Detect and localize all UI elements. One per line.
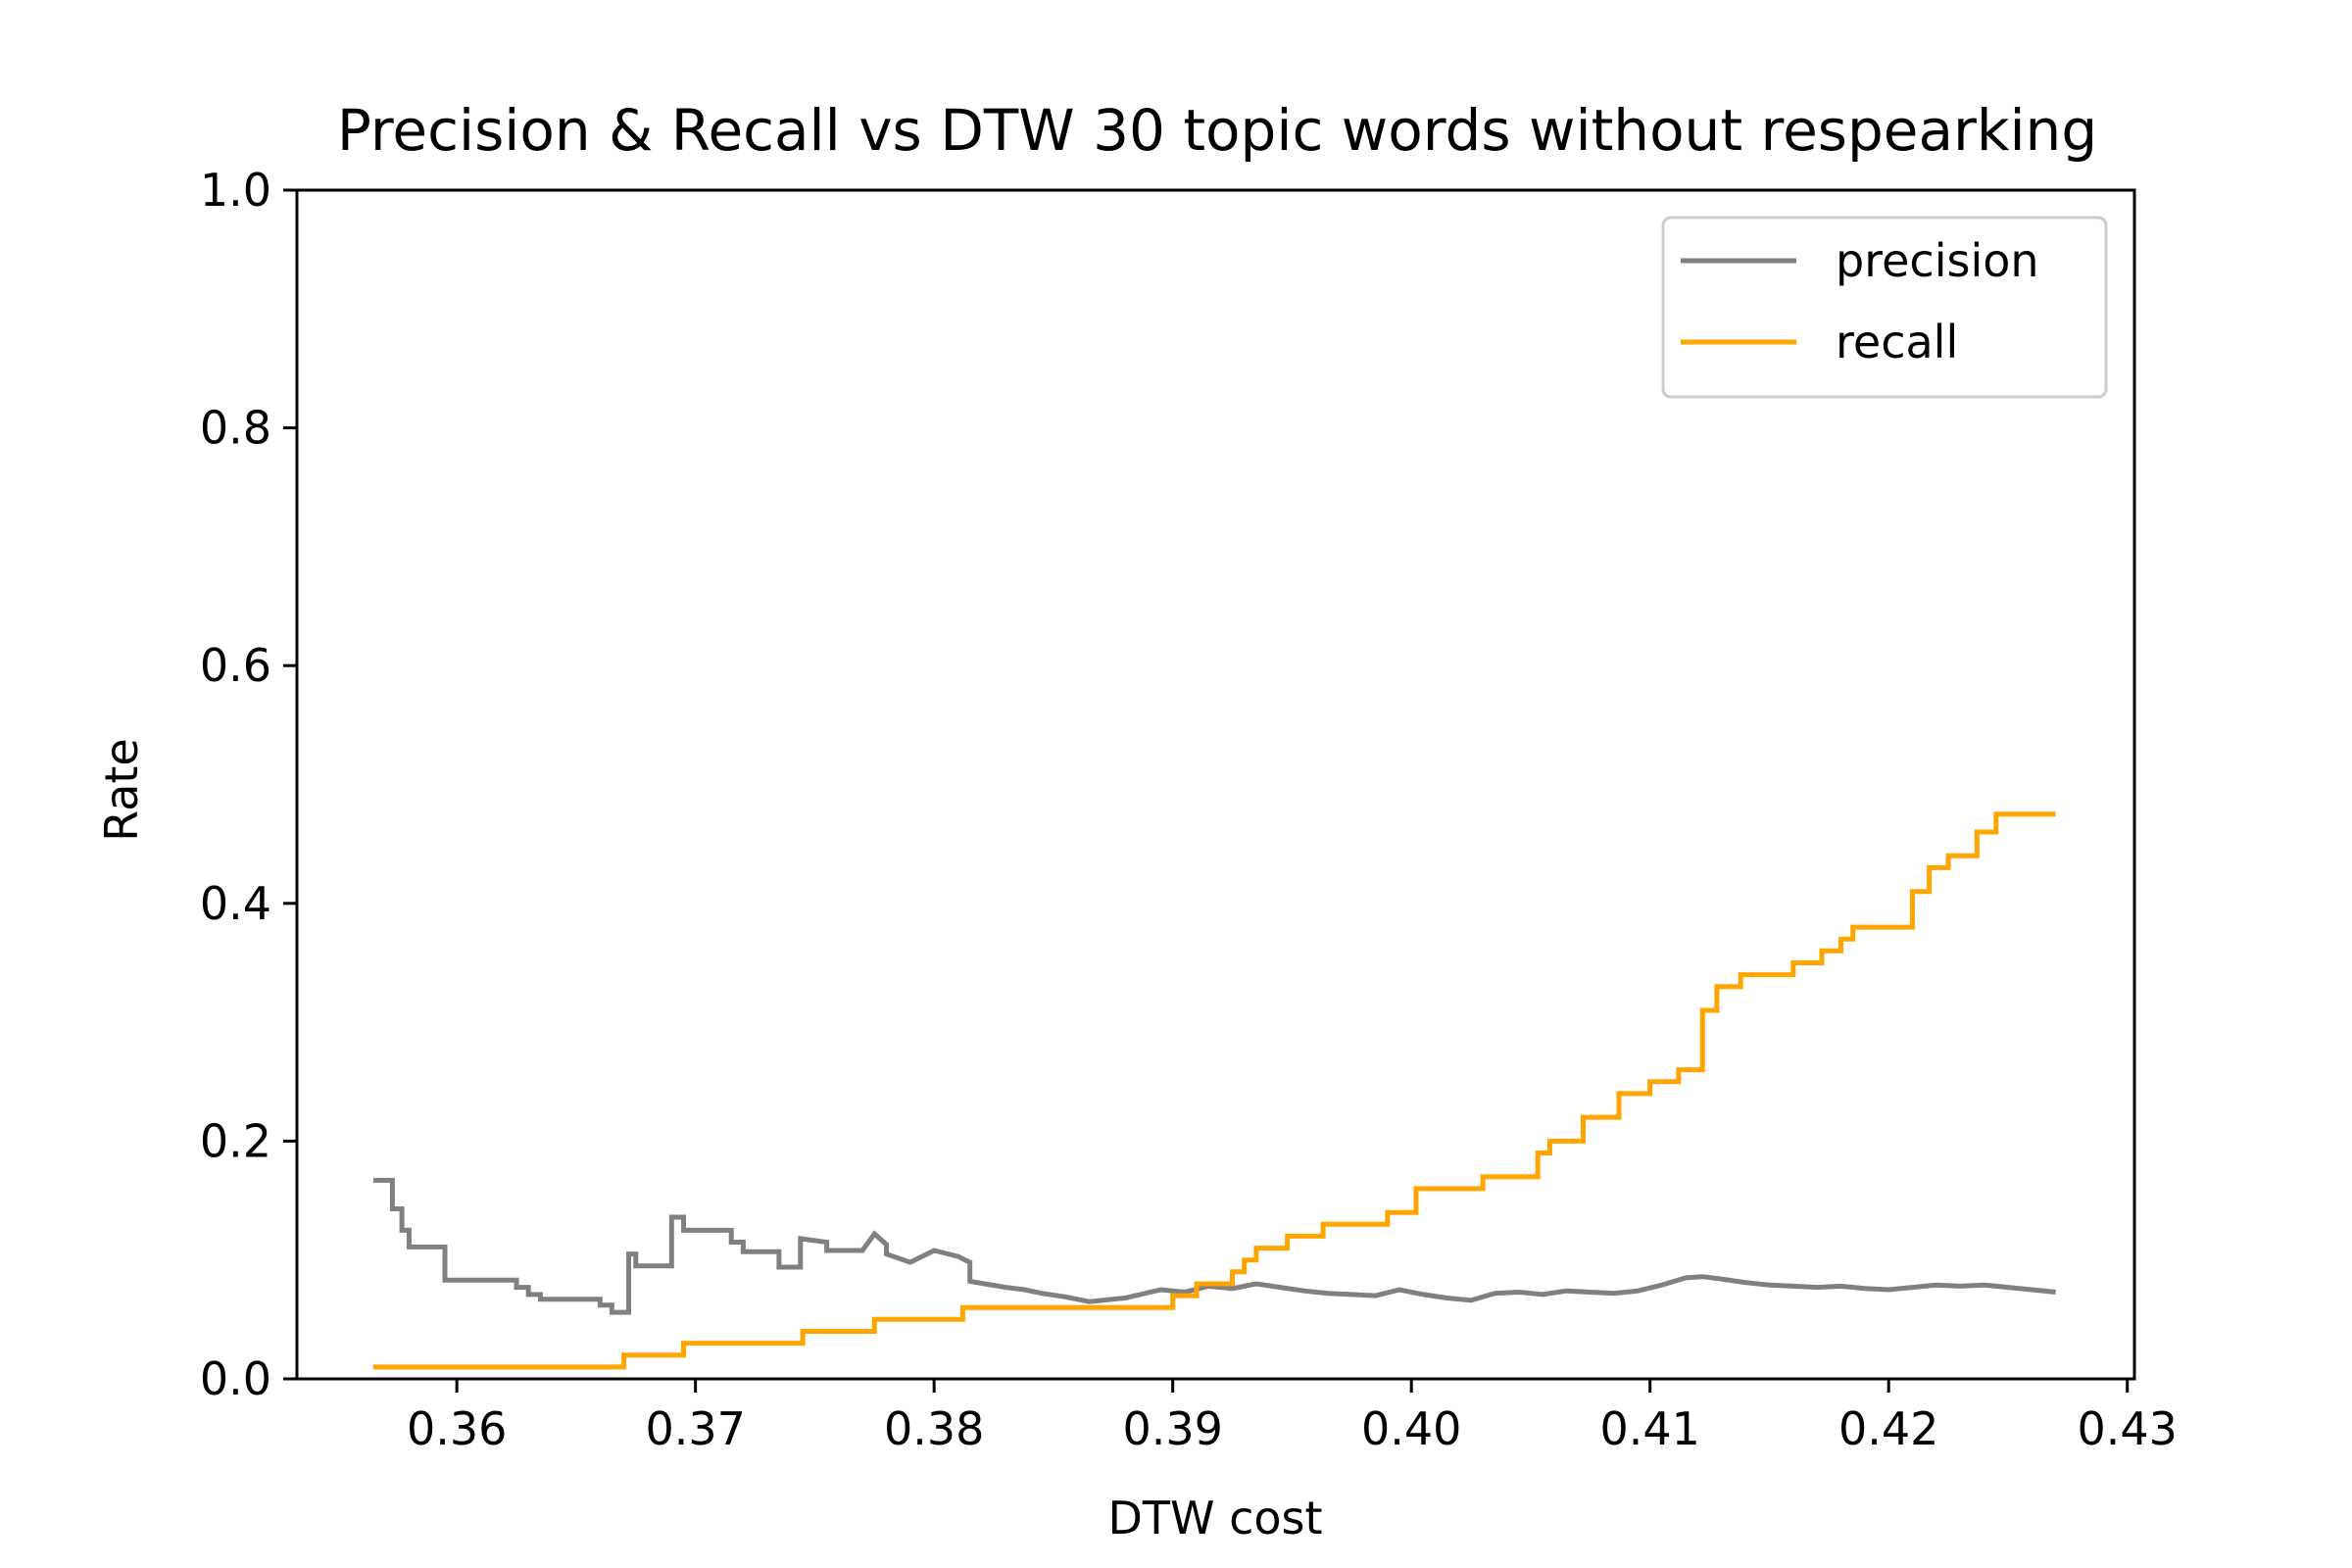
legend-recall-label: recall — [1836, 316, 1958, 368]
series-layer — [372, 811, 2056, 1370]
x-tick-label: 0.41 — [1599, 1402, 1699, 1455]
x-tick-label: 0.42 — [1838, 1402, 1938, 1455]
recall-series-line — [372, 811, 2056, 1370]
legend-precision-label: precision — [1836, 234, 2039, 287]
precision-series-line — [372, 1177, 2056, 1315]
plot-frame — [295, 188, 2136, 1381]
x-tick-label: 0.43 — [2077, 1402, 2177, 1455]
y-tick-label: 0.4 — [200, 877, 271, 930]
chart-title: Precision & Recall vs DTW 30 topic words… — [337, 97, 2097, 164]
x-tick-label: 0.36 — [407, 1402, 507, 1455]
y-axis-label: Rate — [95, 738, 148, 841]
y-tick-label: 0.2 — [200, 1114, 271, 1167]
x-axis: 0.36 0.37 0.38 0.39 0.40 0.41 0.42 0.43 — [407, 1379, 2178, 1455]
x-axis-label: DTW cost — [1107, 1492, 1322, 1544]
x-tick-label: 0.39 — [1122, 1402, 1222, 1455]
x-tick-label: 0.40 — [1361, 1402, 1461, 1455]
x-tick-label: 0.37 — [645, 1402, 745, 1455]
x-tick-label: 0.38 — [884, 1402, 984, 1455]
y-axis: 0.0 0.2 0.4 0.6 0.8 1.0 — [200, 164, 297, 1405]
y-tick-label: 0.6 — [200, 639, 271, 692]
y-tick-label: 0.0 — [200, 1352, 271, 1405]
y-tick-label: 1.0 — [200, 164, 271, 217]
legend: precision recall — [1661, 216, 2108, 399]
y-tick-label: 0.8 — [200, 402, 271, 455]
